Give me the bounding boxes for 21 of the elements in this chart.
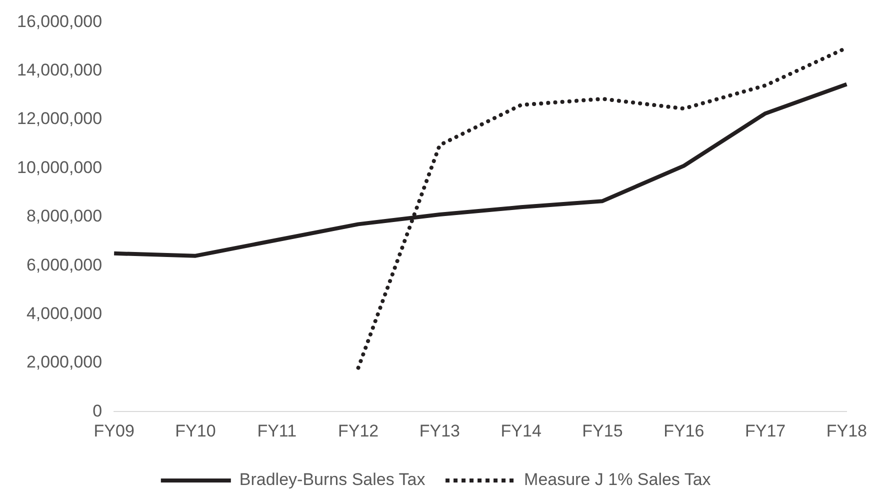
y-tick-label: 12,000,000 (16, 109, 102, 128)
x-tick-label: FY09 (94, 421, 134, 440)
y-tick-label: 4,000,000 (26, 304, 102, 323)
y-tick-label: 0 (92, 401, 102, 420)
legend-label: Measure J 1% Sales Tax (524, 470, 712, 490)
y-tick-label: 6,000,000 (26, 255, 102, 274)
y-tick-label: 16,000,000 (16, 12, 102, 31)
x-tick-label: FY15 (582, 421, 623, 440)
y-tick-label: 8,000,000 (26, 206, 102, 226)
x-tick-label: FY12 (338, 421, 379, 440)
legend-label: Bradley-Burns Sales Tax (239, 470, 426, 490)
y-tick-label: 10,000,000 (16, 158, 102, 177)
x-tick-label: FY16 (664, 421, 704, 440)
y-tick-label: 2,000,000 (26, 352, 102, 372)
x-tick-label: FY11 (257, 421, 297, 440)
y-tick-label: 14,000,000 (16, 60, 102, 80)
x-tick-label: FY18 (826, 421, 868, 440)
x-tick-label: FY10 (175, 421, 216, 440)
x-tick-label: FY13 (419, 421, 460, 440)
x-tick-label: FY14 (500, 421, 542, 440)
x-tick-label: FY17 (744, 421, 786, 440)
